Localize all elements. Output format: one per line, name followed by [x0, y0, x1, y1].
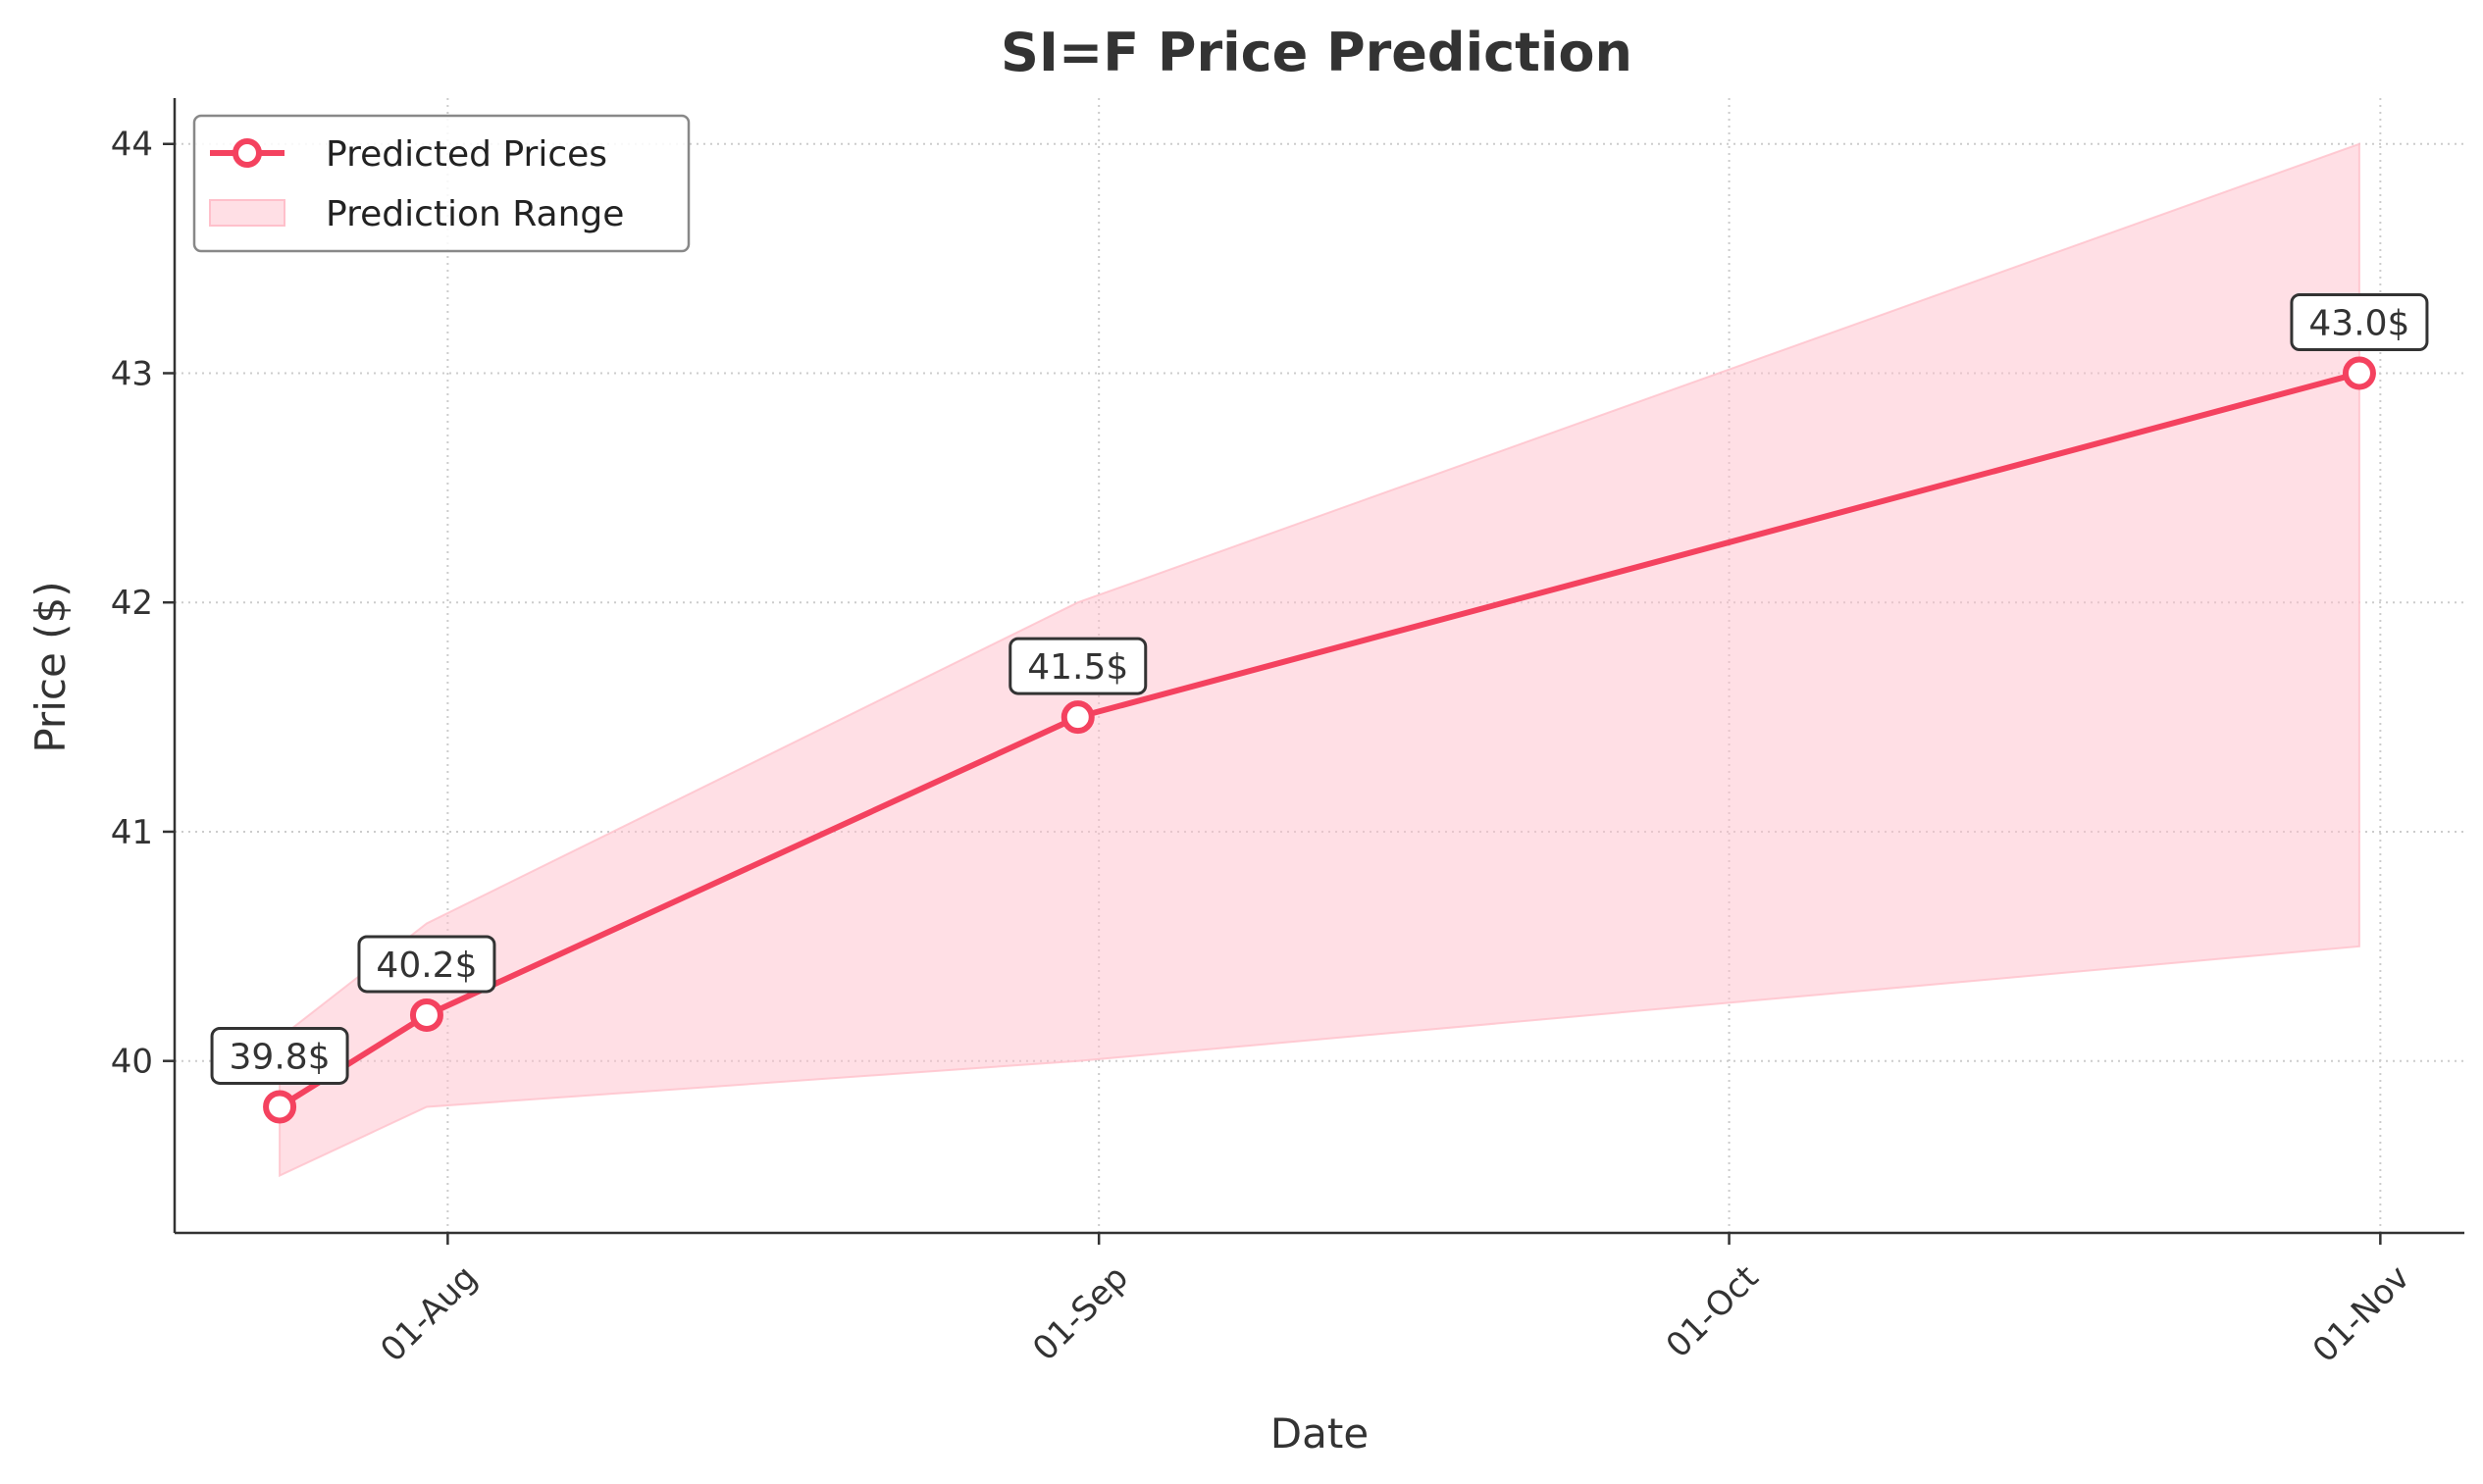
legend: Predicted Prices Prediction Range — [192, 114, 691, 253]
y-tick-label: 41 — [111, 813, 153, 852]
predicted-prices-line — [278, 370, 2360, 1109]
legend-marker-icon — [233, 138, 262, 168]
x-axis-label: Date — [1270, 1409, 1369, 1458]
data-label-box — [357, 935, 496, 994]
y-tick-label: 44 — [111, 126, 153, 165]
data-point-marker — [409, 998, 443, 1032]
data-label-text: 40.2$ — [376, 946, 477, 986]
data-labels: 39.8$ 40.2$ 41.5$ 43.0$ — [210, 292, 2429, 1085]
data-label-box — [210, 1026, 349, 1085]
data-label: 39.8$ — [210, 1026, 349, 1085]
y-tick-label: 40 — [111, 1043, 153, 1082]
data-point-marker — [2342, 356, 2376, 390]
data-point-marker — [1060, 700, 1095, 735]
prediction-range-band — [279, 142, 2360, 1178]
data-label-text: 43.0$ — [2308, 303, 2409, 343]
legend-predicted-prices: Predicted Prices — [326, 134, 607, 175]
y-axis-label: Price ($) — [26, 581, 75, 752]
data-label-text: 41.5$ — [1027, 647, 1128, 688]
data-label-text: 39.8$ — [230, 1037, 331, 1077]
axes — [173, 98, 2464, 1235]
predicted-prices-series — [263, 356, 2376, 1124]
legend-frame — [192, 114, 691, 253]
prediction-range-area — [279, 142, 2360, 1178]
legend-prediction-range: Prediction Range — [326, 194, 624, 234]
data-label: 41.5$ — [1009, 637, 1148, 695]
data-label-box — [2290, 292, 2429, 351]
data-point-marker — [263, 1090, 297, 1124]
chart-title: SI=F Price Prediction — [1001, 22, 1632, 83]
y-tick-label: 42 — [111, 584, 153, 623]
data-label: 43.0$ — [2290, 292, 2429, 351]
y-tick-label: 43 — [111, 354, 153, 393]
data-label: 40.2$ — [357, 935, 496, 994]
legend-area-swatch — [209, 199, 285, 227]
data-label-box — [1009, 637, 1148, 695]
